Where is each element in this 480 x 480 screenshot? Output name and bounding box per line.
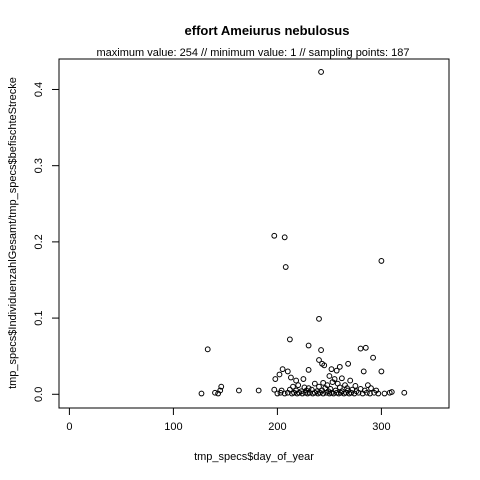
y-tick-label: 0.1 [33,310,45,325]
chart-subtitle: maximum value: 254 // minimum value: 1 /… [96,47,409,59]
data-point [347,377,354,384]
data-point [316,357,322,363]
data-point [317,389,323,396]
data-point [276,371,283,378]
data-point [295,382,302,389]
x-tick-label: 100 [164,421,182,433]
data-point [284,389,291,396]
y-axis: 0.0 0.1 0.2 0.3 0.4 [33,82,60,402]
data-point [355,389,362,396]
data-point [272,376,279,382]
data-point [281,390,288,397]
data-point [345,360,352,367]
data-point [368,385,374,392]
data-point [286,336,293,343]
y-tick-label: 0.0 [33,387,45,402]
data-point [218,383,225,390]
x-axis-label: tmp_specs$day_of_year [194,451,314,463]
data-point [348,389,355,396]
data-point [316,315,322,322]
data-point [212,389,218,396]
data-point [293,377,300,384]
data-point [316,383,322,390]
data-point [284,368,291,375]
data-point [305,342,312,349]
data-point [236,387,242,394]
data-point [381,390,388,397]
data-point [271,232,278,239]
data-point [255,387,262,394]
data-point [359,390,366,397]
data-point [311,380,318,387]
plot-frame [58,58,450,409]
x-axis: 0 100 200 300 [66,407,391,433]
data-point [329,379,336,385]
data-point [290,383,296,390]
data-point [360,368,367,375]
data-point [198,390,205,397]
data-point [318,347,324,353]
data-point [370,354,376,361]
data-point [378,258,385,264]
x-tick-label: 300 [372,421,390,433]
data-point [271,386,278,393]
data-point [279,366,286,373]
data-point [321,362,328,369]
data-point [336,363,343,370]
data-point [401,389,408,396]
data-point [326,373,333,379]
data-point [215,390,222,397]
x-tick-label: 200 [268,421,286,433]
data-point [371,389,378,396]
data-point [352,383,359,389]
data-point [296,389,303,396]
data-point [320,390,327,397]
data-point [375,390,382,397]
data-point [305,366,312,373]
data-point [362,344,369,351]
y-tick-label: 0.3 [33,158,45,173]
data-point [281,234,288,241]
data-point [357,345,364,352]
data-point [338,375,345,382]
data-point [318,69,324,75]
data-point [328,366,335,373]
data-point [333,367,340,374]
data-point [204,346,211,353]
y-tick-label: 0.4 [33,82,45,97]
y-axis-label: tmp_specs$IndividuenzahlGesamt/tmp_specs… [7,77,19,389]
data-point [282,264,289,270]
data-point [386,389,393,396]
chart-title: effort Ameiurus nebulosus [185,23,350,38]
x-tick-label: 0 [66,421,72,433]
data-point [351,390,358,397]
data-points [198,69,408,397]
data-point [274,390,281,397]
data-point [288,374,294,381]
data-point [378,368,385,375]
data-point [364,382,371,389]
data-point [300,376,307,382]
data-point [277,389,284,396]
data-point [363,389,370,396]
data-point [367,390,373,397]
y-tick-label: 0.2 [33,234,45,249]
